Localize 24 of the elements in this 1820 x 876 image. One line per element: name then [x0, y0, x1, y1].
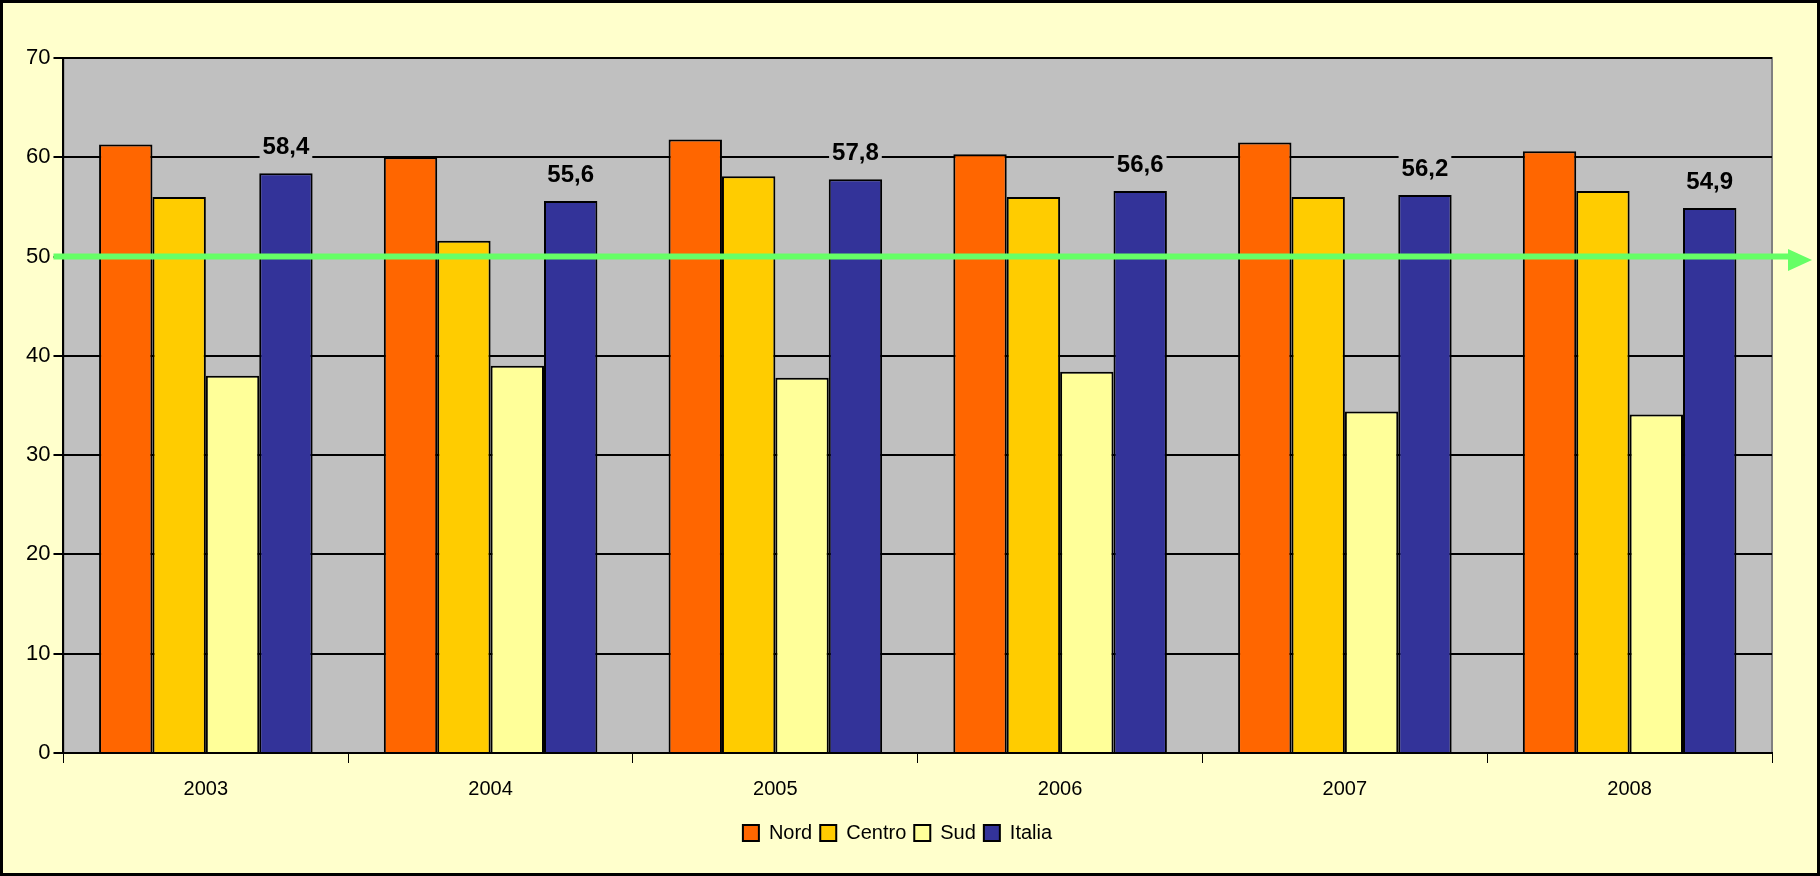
- y-tick-label: 0: [38, 739, 51, 765]
- y-tick-label: 40: [25, 341, 51, 367]
- x-tick-label: 2006: [1037, 776, 1083, 799]
- data-label: 58,4: [262, 131, 310, 159]
- data-label: 55,6: [547, 159, 595, 187]
- y-tick-label: 10: [25, 639, 51, 665]
- data-label: 56,2: [1401, 153, 1449, 181]
- legend-label: Sud: [940, 820, 976, 843]
- x-tick-label: 2007: [1322, 776, 1368, 799]
- x-tick-label: 2008: [1607, 776, 1652, 799]
- x-tick-label: 2004: [468, 776, 513, 799]
- data-label: 56,6: [1116, 149, 1164, 177]
- y-tick-label: 30: [25, 441, 51, 467]
- legend-label: Centro: [846, 820, 907, 843]
- x-tick-label: 2003: [183, 776, 229, 799]
- y-tick-label: 20: [25, 540, 51, 566]
- data-label: 57,8: [832, 137, 879, 165]
- y-tick-label: 60: [25, 143, 51, 169]
- data-label: 54,9: [1686, 166, 1734, 194]
- y-tick-label: 70: [25, 44, 51, 70]
- y-tick-label: 50: [25, 242, 51, 268]
- legend-label: Nord: [768, 820, 813, 843]
- legend-label: Italia: [1009, 820, 1053, 843]
- x-tick-label: 2005: [753, 776, 798, 799]
